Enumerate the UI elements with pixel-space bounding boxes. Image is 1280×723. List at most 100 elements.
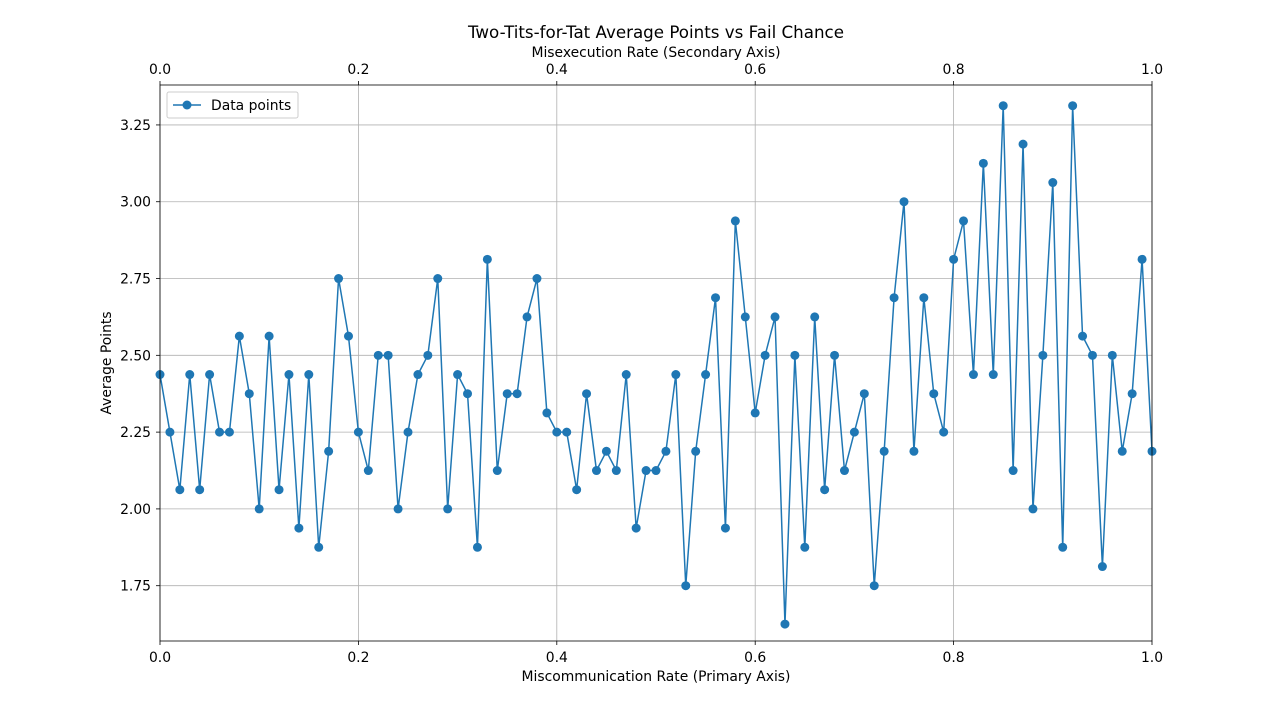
data-point bbox=[403, 427, 413, 437]
series-line bbox=[159, 104, 1153, 625]
data-point bbox=[978, 158, 988, 168]
data-point bbox=[661, 446, 671, 456]
data-point bbox=[453, 370, 463, 380]
data-point bbox=[830, 350, 840, 360]
data-point bbox=[314, 542, 324, 552]
data-point bbox=[1127, 389, 1137, 399]
data-point bbox=[502, 389, 512, 399]
data-point bbox=[215, 427, 225, 437]
data-point bbox=[443, 504, 453, 514]
data-point bbox=[671, 370, 681, 380]
data-point bbox=[1068, 101, 1078, 111]
data-point bbox=[1048, 178, 1058, 188]
y-tick-label: 2.50 bbox=[120, 348, 151, 364]
data-point bbox=[740, 312, 750, 322]
data-point bbox=[800, 542, 810, 552]
data-point bbox=[472, 542, 482, 552]
data-point bbox=[879, 446, 889, 456]
data-point bbox=[1028, 504, 1038, 514]
data-point bbox=[1097, 562, 1107, 572]
data-point bbox=[1058, 542, 1068, 552]
data-point bbox=[175, 485, 185, 495]
data-point bbox=[1117, 446, 1127, 456]
data-point bbox=[383, 350, 393, 360]
data-point bbox=[1038, 350, 1048, 360]
x2-tick-label: 0.2 bbox=[347, 62, 369, 78]
data-point bbox=[750, 408, 760, 418]
data-point bbox=[343, 331, 353, 341]
x2-tick-label: 0.6 bbox=[744, 62, 766, 78]
x-tick-label: 0.8 bbox=[943, 650, 965, 666]
data-point bbox=[264, 331, 274, 341]
data-point bbox=[423, 350, 433, 360]
data-point bbox=[165, 427, 175, 437]
data-point bbox=[929, 389, 939, 399]
data-point bbox=[730, 216, 740, 226]
data-point bbox=[949, 254, 959, 264]
data-point bbox=[284, 370, 294, 380]
legend-box bbox=[166, 91, 299, 119]
data-point bbox=[681, 581, 691, 591]
x2-tick-label: 1.0 bbox=[1141, 62, 1163, 78]
data-point bbox=[294, 523, 304, 533]
x-axis-title: Miscommunication Rate (Primary Axis) bbox=[522, 669, 791, 685]
data-point bbox=[1018, 139, 1028, 149]
x-tick-label: 0.4 bbox=[546, 650, 568, 666]
data-point bbox=[631, 523, 641, 533]
x2-axis-title: Misexecution Rate (Secondary Axis) bbox=[531, 45, 780, 61]
data-point bbox=[532, 274, 542, 284]
data-point bbox=[849, 427, 859, 437]
y-tick-label: 1.75 bbox=[120, 579, 151, 595]
data-point bbox=[998, 101, 1008, 111]
data-point bbox=[224, 427, 234, 437]
data-point bbox=[1008, 466, 1018, 476]
legend-label: Data points bbox=[211, 98, 291, 114]
data-point bbox=[353, 427, 363, 437]
data-point bbox=[601, 446, 611, 456]
data-point bbox=[205, 370, 215, 380]
data-point bbox=[691, 446, 701, 456]
series-layer bbox=[155, 101, 1157, 629]
x-tick-label: 0.2 bbox=[347, 650, 369, 666]
data-point bbox=[641, 466, 651, 476]
data-point bbox=[591, 466, 601, 476]
data-point bbox=[988, 370, 998, 380]
chart-title: Two-Tits-for-Tat Average Points vs Fail … bbox=[467, 22, 844, 42]
data-point bbox=[393, 504, 403, 514]
data-point bbox=[572, 485, 582, 495]
ticks: 0.0 0.2 0.4 0.6 0.8 1.0 0.0 0.2 0.4 0.6 0.8 1.0 1.75… bbox=[120, 62, 1163, 666]
data-point bbox=[274, 485, 284, 495]
data-point bbox=[701, 370, 711, 380]
data-point bbox=[482, 254, 492, 264]
y-tick-label: 2.75 bbox=[120, 272, 151, 288]
data-point bbox=[1107, 350, 1117, 360]
data-point bbox=[899, 197, 909, 207]
data-point bbox=[334, 274, 344, 284]
data-point bbox=[413, 370, 423, 380]
data-point bbox=[433, 274, 443, 284]
data-point bbox=[562, 427, 572, 437]
data-point bbox=[582, 389, 592, 399]
y-tick-label: 2.25 bbox=[120, 425, 151, 441]
data-point bbox=[760, 350, 770, 360]
x-tick-label: 0.0 bbox=[149, 650, 171, 666]
data-point bbox=[780, 619, 790, 629]
data-point bbox=[234, 331, 244, 341]
data-point bbox=[909, 446, 919, 456]
data-point bbox=[1137, 254, 1147, 264]
x2-tick-label: 0.0 bbox=[149, 62, 171, 78]
x-tick-label: 1.0 bbox=[1141, 650, 1163, 666]
y-axis-title: Average Points bbox=[99, 311, 115, 414]
data-point bbox=[373, 350, 383, 360]
data-point bbox=[304, 370, 314, 380]
data-point bbox=[820, 485, 830, 495]
data-point bbox=[542, 408, 552, 418]
plot-frame bbox=[159, 84, 1153, 642]
data-point bbox=[621, 370, 631, 380]
data-point bbox=[968, 370, 978, 380]
data-point bbox=[711, 293, 721, 303]
data-point bbox=[185, 370, 195, 380]
data-point bbox=[552, 427, 562, 437]
